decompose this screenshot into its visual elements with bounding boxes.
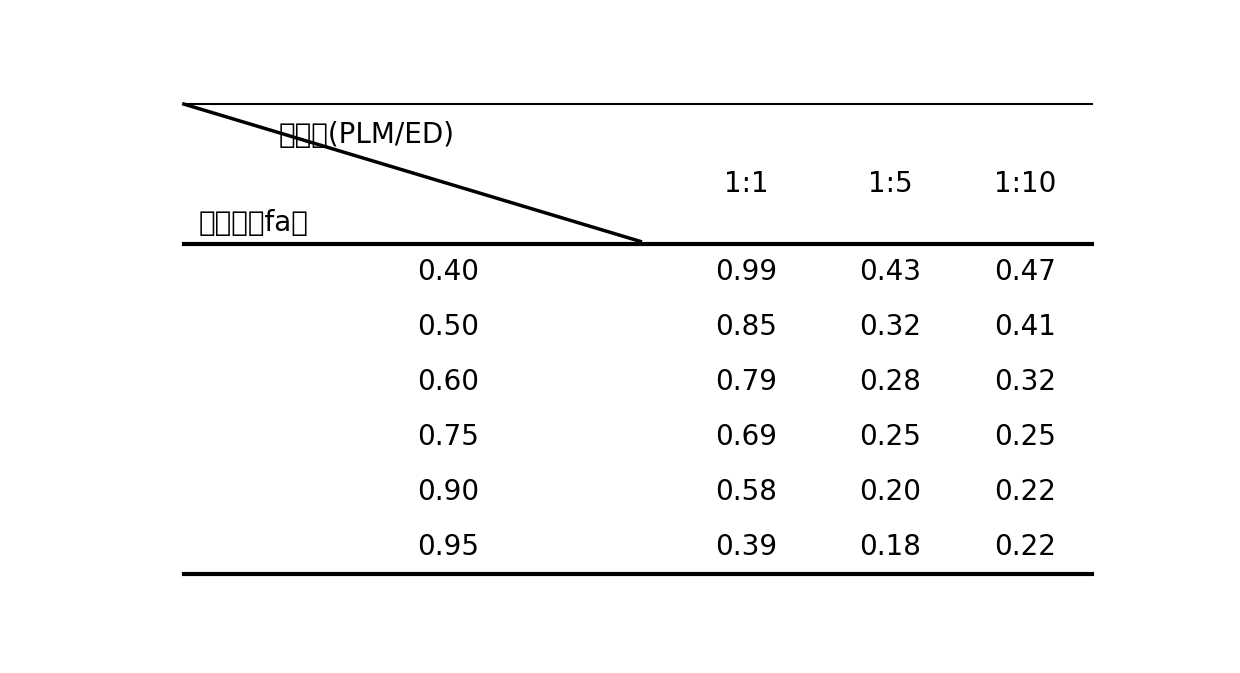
Text: 0.50: 0.50 (417, 312, 479, 341)
Text: 0.20: 0.20 (859, 478, 921, 505)
Text: 0.39: 0.39 (715, 532, 777, 561)
Text: 摩尔比(PLM/ED): 摩尔比(PLM/ED) (279, 121, 454, 149)
Text: 0.25: 0.25 (859, 423, 921, 450)
Text: 0.40: 0.40 (417, 258, 479, 285)
Text: 1:10: 1:10 (993, 170, 1056, 199)
Text: 0.28: 0.28 (859, 367, 921, 396)
Text: 0.69: 0.69 (715, 423, 777, 450)
Text: 0.32: 0.32 (859, 312, 921, 341)
Text: 抑制率（fa）: 抑制率（fa） (198, 209, 308, 238)
Text: 0.43: 0.43 (859, 258, 921, 285)
Text: 0.99: 0.99 (715, 258, 777, 285)
Text: 0.79: 0.79 (715, 367, 777, 396)
Text: 0.60: 0.60 (417, 367, 479, 396)
Text: 0.90: 0.90 (417, 478, 479, 505)
Text: 0.95: 0.95 (417, 532, 479, 561)
Text: 0.18: 0.18 (859, 532, 921, 561)
Text: 0.22: 0.22 (993, 532, 1055, 561)
Text: 0.25: 0.25 (993, 423, 1055, 450)
Text: 1:5: 1:5 (868, 170, 913, 199)
Text: 1:1: 1:1 (724, 170, 769, 199)
Text: 0.22: 0.22 (993, 478, 1055, 505)
Text: 0.41: 0.41 (993, 312, 1055, 341)
Text: 0.32: 0.32 (993, 367, 1055, 396)
Text: 0.85: 0.85 (715, 312, 777, 341)
Text: 0.47: 0.47 (993, 258, 1055, 285)
Text: 0.75: 0.75 (417, 423, 479, 450)
Text: 0.58: 0.58 (715, 478, 777, 505)
